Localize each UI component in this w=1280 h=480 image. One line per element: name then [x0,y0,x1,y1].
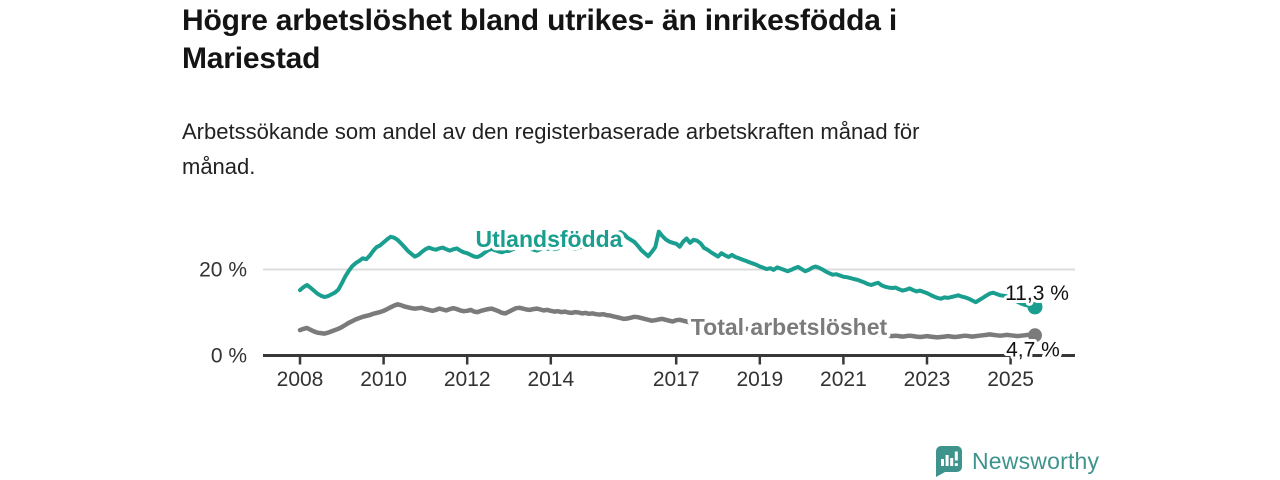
x-tick-label-2008: 2008 [277,368,324,391]
series-line-utlandsfodda [298,229,1037,309]
x-tick-label-2012: 2012 [444,368,491,391]
x-tick-label-2025: 2025 [987,368,1034,391]
series-line-total [297,302,1038,340]
x-tick-label-2017: 2017 [653,368,700,391]
series-name-label-utlandsfodda: Utlandsfödda [476,226,623,252]
series-end-label-utlandsfodda: 11,3 % [1005,282,1069,305]
x-tick-label-2010: 2010 [360,368,407,391]
newsworthy-logo-text: Newsworthy [972,448,1100,474]
x-tick-label-2021: 2021 [820,368,867,391]
series-end-label-total: 4,7 % [1006,338,1060,361]
newsworthy-logo: Newsworthy [933,445,1099,478]
x-tick-label-2023: 2023 [904,368,951,391]
series-name-label-total: Total arbetslöshet [691,314,888,340]
series-end-dot-total [1027,328,1042,343]
chart-title: Högre arbetslöshet bland utrikes- än inr… [182,4,897,75]
x-tick-label-2014: 2014 [527,368,574,391]
y-tick-label-20: 20 % [199,259,247,282]
y-tick-label-0: 0 % [211,345,247,368]
newsworthy-bar-chart-bubble-icon [935,446,962,477]
chart-subtitle: Arbetssökande som andel av den registerb… [182,119,920,179]
series-end-dot-utlandsfodda [1027,299,1043,315]
x-tick-label-2019: 2019 [736,368,783,391]
